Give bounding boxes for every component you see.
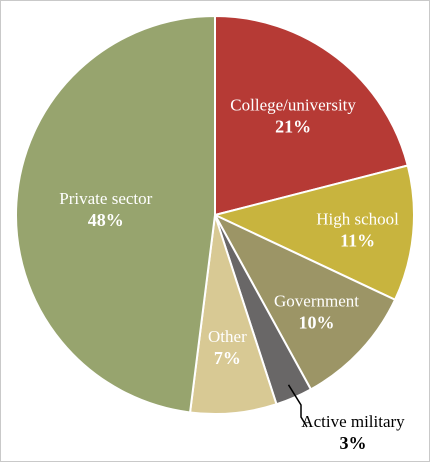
slice-label-other: Other [208,327,247,346]
slice-label-private-sector: Private sector [59,189,152,208]
slice-private-sector [15,14,216,414]
slice-value-government: 10% [299,312,335,332]
slice-high-school [212,164,415,302]
slice-college-university [214,14,409,217]
slice-value-other: 7% [214,348,241,368]
pie-labels: College/university 21% High school 11% Gover… [59,95,405,453]
slice-value-college-university: 21% [275,116,311,136]
slice-label-active-military: Active military [301,412,405,431]
pie-slices [15,14,415,415]
slice-value-active-military: 3% [340,433,367,453]
slice-value-private-sector: 48% [88,210,124,230]
slice-government [212,212,397,391]
slice-label-college-university: College/university [230,95,356,114]
slice-value-high-school: 11% [340,231,375,251]
leader-line-active-military [287,384,308,428]
slice-label-government: Government [274,291,359,310]
slice-label-high-school: High school [316,210,399,229]
